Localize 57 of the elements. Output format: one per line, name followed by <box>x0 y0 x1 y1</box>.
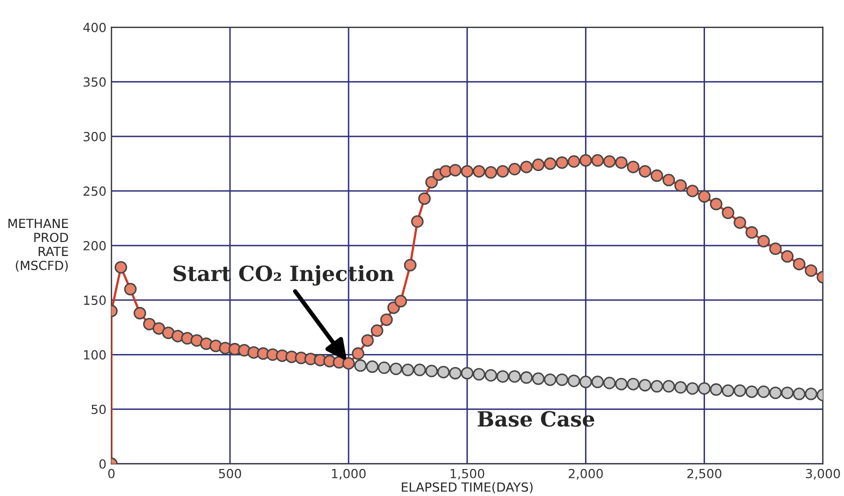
point <box>638 378 652 392</box>
x-axis-title: ELAPSED TIME(DAYS) <box>402 482 533 494</box>
y-tick-label: 400 <box>83 22 106 32</box>
point <box>757 385 770 398</box>
point <box>460 366 474 380</box>
point <box>698 382 711 395</box>
point <box>544 373 556 386</box>
x-tick-label: 2,000 <box>568 468 603 480</box>
x-tick-label: 3,000 <box>806 468 840 480</box>
x-tick-label: 1,000 <box>332 468 366 480</box>
point <box>579 376 592 388</box>
point <box>591 376 604 388</box>
point <box>354 359 367 372</box>
x-tick-label: 0 <box>108 468 115 478</box>
point <box>496 370 509 383</box>
point <box>615 378 628 390</box>
x-tick-label: 1,500 <box>450 468 484 480</box>
point <box>662 380 675 393</box>
point <box>734 384 746 397</box>
point <box>449 366 462 380</box>
point <box>425 364 438 378</box>
point <box>674 381 687 394</box>
point <box>378 361 390 374</box>
point <box>472 368 486 381</box>
point <box>650 380 664 393</box>
y-tick-label: 350 <box>84 77 106 87</box>
y-axis-title: METHANE PROD RATE (MSCFD) <box>8 218 68 272</box>
point <box>722 384 734 397</box>
y-tick-label: 300 <box>84 132 106 142</box>
point <box>626 378 640 390</box>
point <box>402 364 414 376</box>
point <box>781 386 794 400</box>
point <box>390 362 402 376</box>
point <box>484 369 498 382</box>
point <box>686 382 699 395</box>
y-tick-label: 100 <box>84 350 106 360</box>
point <box>804 388 818 400</box>
x-tick-label: 500 <box>219 468 242 478</box>
point <box>556 373 568 386</box>
y-tick-label: 150 <box>84 296 106 306</box>
point <box>710 383 722 396</box>
point <box>603 376 616 390</box>
point <box>508 370 521 383</box>
point <box>532 372 545 385</box>
point <box>746 385 758 398</box>
point <box>437 366 450 378</box>
point <box>413 364 426 376</box>
x-tick-label: 2,500 <box>687 468 722 480</box>
y-tick-label: 250 <box>84 186 106 196</box>
y-tick-label: 0 <box>99 459 106 469</box>
point <box>792 388 806 400</box>
y-tick-label: 50 <box>92 404 106 414</box>
y-tick-label: 200 <box>84 240 106 250</box>
point <box>366 360 379 373</box>
point <box>769 386 782 400</box>
point <box>520 371 533 384</box>
point <box>568 374 580 388</box>
